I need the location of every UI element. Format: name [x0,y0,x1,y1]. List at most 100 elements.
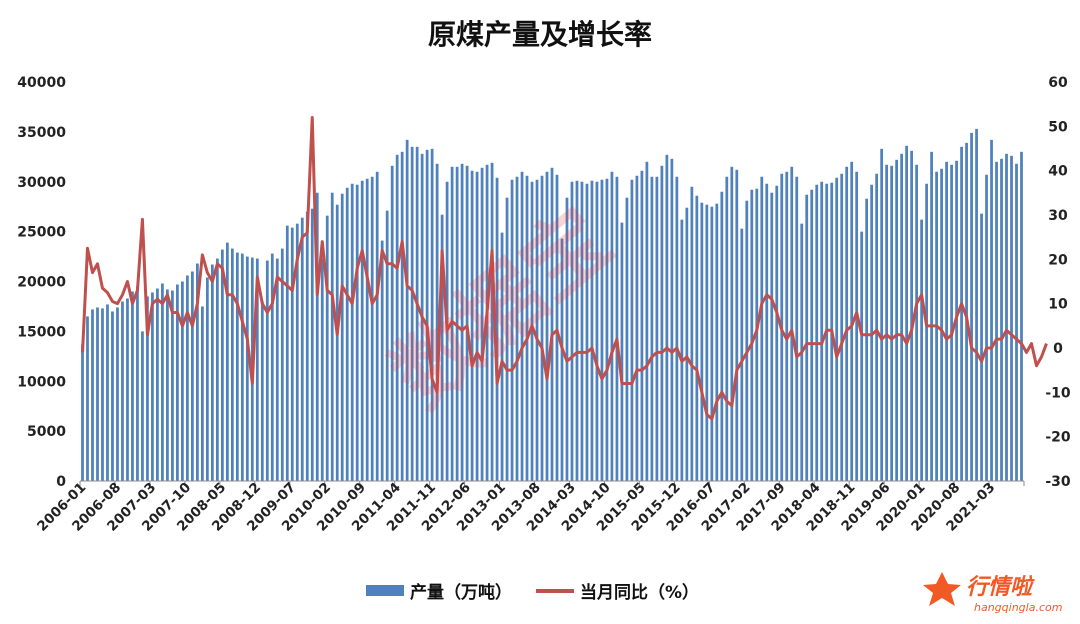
bar [770,192,774,481]
bar [430,148,434,481]
bar [880,148,884,481]
bar [146,296,149,481]
bar [410,146,414,481]
bar [360,180,364,481]
y-right-tick-label: -30 [1045,474,1071,490]
bar [570,181,574,481]
bar [101,308,104,481]
bar [355,184,359,482]
bar [805,194,809,481]
bar [995,161,998,482]
bar [220,249,224,481]
bar [285,225,289,481]
bar [575,180,579,481]
bar [750,189,754,482]
bar [136,286,139,481]
y-right-tick-label: -20 [1045,430,1071,446]
bar [510,179,514,481]
bar [290,227,294,481]
bar [530,181,534,481]
star-logo-icon [923,572,961,606]
bar [815,184,819,482]
y-right-tick-label: 20 [1048,252,1068,268]
y-left-tick-label: 20000 [17,275,66,291]
bar [920,219,923,481]
bar [555,174,559,481]
bar [425,149,429,481]
bar [790,166,794,482]
bar [495,177,499,481]
bar [111,311,114,481]
bar [126,298,129,481]
bar [535,179,539,481]
bar [730,166,734,482]
bar [375,171,379,481]
bar [1015,163,1018,482]
bar [985,174,988,481]
axis-lines [79,480,1025,486]
bar [330,192,334,481]
y-right-tick-label: 0 [1053,341,1063,357]
bar [215,258,219,481]
bar [245,256,249,481]
bar [925,183,928,481]
y-left-tick-label: 10000 [17,374,66,390]
watermark-logo-text: 行情啦 [966,574,1035,600]
bar [895,159,899,481]
bar [325,215,329,481]
bar [275,258,279,481]
y-right-tick-label: 60 [1048,75,1068,91]
bar [505,197,509,481]
bar [96,307,99,481]
bar [610,171,614,481]
bar [350,183,354,481]
bar [700,202,704,481]
bar [605,178,609,481]
bar [315,192,319,481]
bar [960,146,963,481]
bar [820,181,824,481]
bar [116,307,119,481]
bar [785,171,789,481]
bar [715,203,719,481]
bar [980,213,983,482]
bar [855,171,859,481]
y-left-tick-label: 15000 [17,324,66,340]
bar [395,154,399,481]
bar [775,185,779,482]
bar [465,165,469,482]
bar [875,173,879,481]
bar [205,277,209,481]
legend-label-yoy: 当月同比（%） [580,582,699,603]
bar [965,142,968,481]
bar [191,271,194,481]
bar [400,151,404,481]
y-right-tick-label: 10 [1048,297,1068,313]
bar [470,170,474,481]
bar [720,191,724,482]
y-right-tick-label: 30 [1048,208,1068,224]
chart-title: 原煤产量及增长率 [428,18,652,51]
line-series-yoy [81,115,1048,421]
bar [500,232,504,481]
bar [176,284,179,481]
bar [1005,153,1008,481]
bar [520,171,524,481]
bar [840,173,844,481]
bar [640,170,644,481]
bar [121,301,124,481]
bar [620,222,624,481]
bar [885,164,889,482]
bar [910,150,913,481]
bar [650,176,654,481]
bar [595,181,599,481]
bar [210,264,214,481]
bar [81,344,84,481]
bar [186,275,189,481]
bar [585,183,589,481]
bar [930,151,933,481]
bar [655,176,659,481]
bar [1020,151,1023,481]
bar [905,145,908,481]
